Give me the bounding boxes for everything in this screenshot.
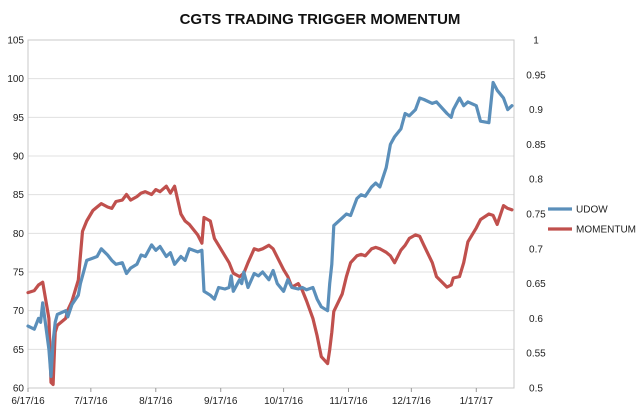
left-y-tick-label: 70 <box>13 306 25 317</box>
x-tick-label: 12/17/16 <box>392 396 431 407</box>
legend: UDOW MOMENTUM <box>548 205 636 236</box>
left-y-tick-label: 60 <box>13 384 25 395</box>
left-y-tick-label: 105 <box>7 36 24 47</box>
left-y-tick-label: 95 <box>13 113 25 124</box>
left-y-tick-label: 65 <box>13 345 25 356</box>
gridlines <box>28 39 514 389</box>
plot-area-border <box>27 39 515 389</box>
right-y-tick-label: 0.85 <box>526 140 546 151</box>
chart-title: CGTS TRADING TRIGGER MOMENTUM <box>180 11 461 28</box>
x-tick-label: 9/17/16 <box>204 396 238 407</box>
right-y-tick-label: 0.75 <box>526 210 546 221</box>
x-tick-label: 7/17/16 <box>74 396 108 407</box>
legend-label: UDOW <box>576 205 608 216</box>
x-axis: 6/17/16 7/17/16 8/17/16 9/17/16 10/17/16 11/1… <box>11 388 493 407</box>
right-y-tick-label: 0.6 <box>529 314 543 325</box>
x-tick-label: 10/17/16 <box>264 396 303 407</box>
x-tick-label: 8/17/16 <box>139 396 173 407</box>
right-y-tick-label: 0.9 <box>529 105 543 116</box>
right-y-tick-label: 0.55 <box>526 349 546 360</box>
right-y-tick-label: 0.65 <box>526 279 546 290</box>
right-y-tick-label: 0.95 <box>526 70 546 81</box>
right-y-axis: 0.5 0.55 0.6 0.65 0.7 0.75 0.8 0.85 0.9 0.95 1 <box>526 36 546 395</box>
left-y-tick-label: 85 <box>13 190 25 201</box>
series-line-momentum <box>26 184 514 387</box>
left-y-tick-label: 80 <box>13 229 25 240</box>
right-y-tick-label: 0.7 <box>529 244 543 255</box>
right-y-tick-label: 1 <box>533 36 539 47</box>
x-tick-label: 11/17/16 <box>329 396 368 407</box>
left-y-tick-label: 75 <box>13 268 25 279</box>
legend-label: MOMENTUM <box>576 225 636 236</box>
series-line-udow <box>26 80 514 378</box>
left-y-tick-label: 100 <box>7 74 24 85</box>
left-y-tick-label: 90 <box>13 152 25 163</box>
x-tick-label: 1/17/17 <box>460 396 494 407</box>
x-tick-label: 6/17/16 <box>11 396 45 407</box>
right-y-tick-label: 0.8 <box>529 175 543 186</box>
right-y-tick-label: 0.5 <box>529 384 543 395</box>
series-layer <box>26 80 514 387</box>
left-y-axis: 60 65 70 75 80 85 90 95 100 105 <box>7 36 24 395</box>
